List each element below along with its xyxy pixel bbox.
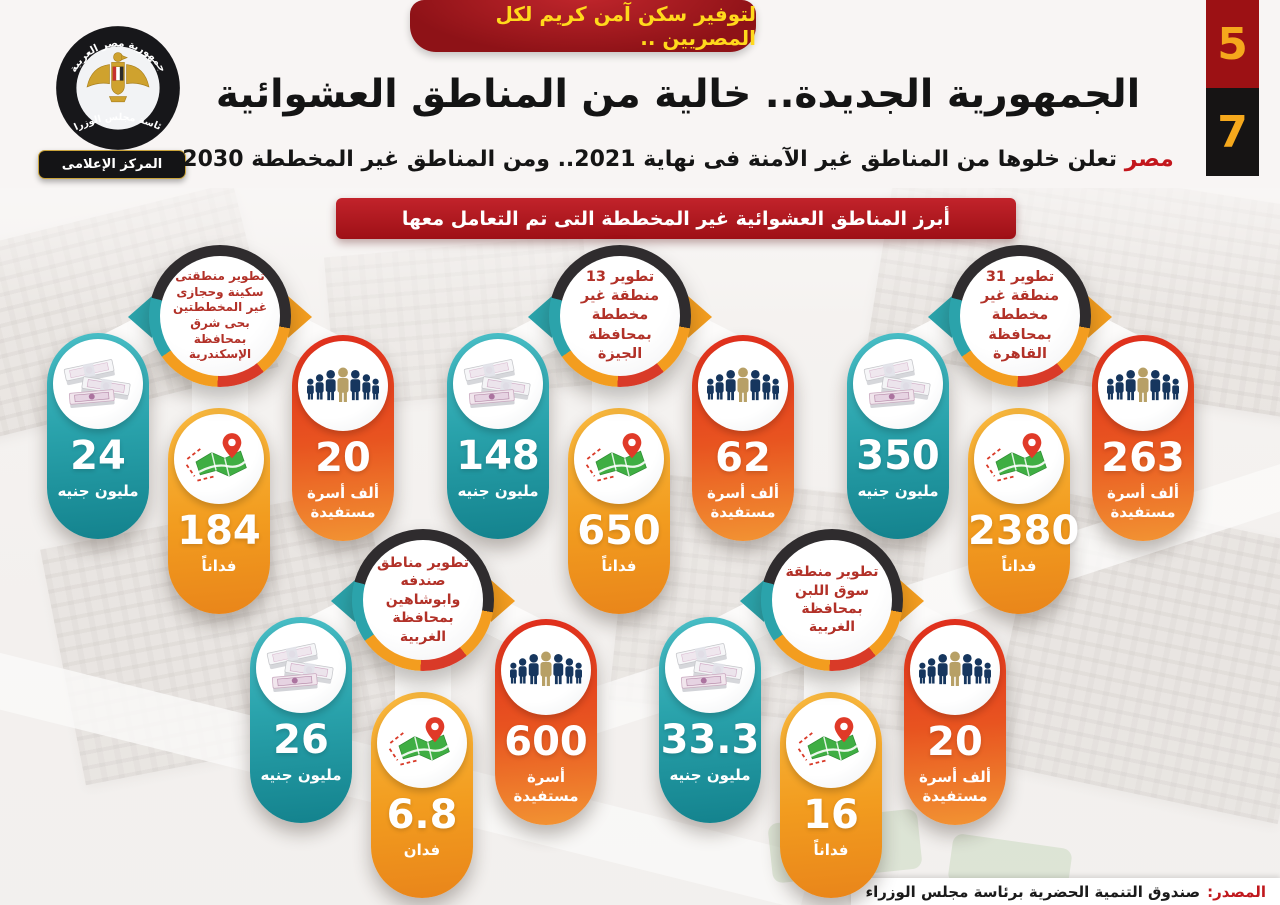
area-unit: فدان <box>403 841 441 859</box>
family-icon <box>703 365 783 407</box>
families-value: 20 <box>927 719 983 765</box>
hub-label: تطوير 13 منطقة غير مخططة بمحافظة الجيزة <box>580 269 660 362</box>
cost-unit: مليون جنيه <box>457 482 539 500</box>
cost-value: 33.3 <box>660 717 760 763</box>
area-unit: فداناً <box>601 557 637 575</box>
area-pill: 16 فداناً <box>780 692 882 898</box>
families-pill: 20 ألف أسرة مستفيدة <box>292 335 394 541</box>
page-number-top: 5 <box>1206 0 1259 88</box>
subtitle-highlight: مصر <box>1124 147 1174 172</box>
hub-label: تطوير 31 منطقة غير مخططة بمحافظة القاهرة <box>980 269 1060 362</box>
hub-label: تطوير منطقة سوق اللبن بمحافظة الغربية <box>785 564 879 636</box>
source-bar: المصدر: صندوق التنمية الحضرية برئاسة مجل… <box>851 878 1280 905</box>
area-unit: فداناً <box>813 841 849 859</box>
hub-label: تطوير مناطق صندفه وابوشاهين بمحافظة الغر… <box>377 554 469 645</box>
families-pill: 62 ألف أسرة مستفيدة <box>692 335 794 541</box>
families-value: 20 <box>315 435 371 481</box>
families-pill: 263 ألف أسرة مستفيدة <box>1092 335 1194 541</box>
families-unit: ألف أسرة مستفيدة <box>919 768 991 805</box>
area-value: 6.8 <box>386 792 458 838</box>
map-pin-icon <box>983 428 1055 490</box>
families-unit: ألف أسرة مستفيدة <box>307 484 379 521</box>
eagle-shield-icon <box>112 66 124 81</box>
families-value: 263 <box>1101 435 1185 481</box>
cost-pill: 350 مليون جنيه <box>847 333 949 539</box>
page-number-bottom: 7 <box>1206 88 1259 176</box>
hub-circle: تطوير 13 منطقة غير مخططة بمحافظة الجيزة <box>549 245 691 387</box>
families-unit: ألف أسرة مستفيدة <box>707 484 779 521</box>
cost-value: 24 <box>70 433 126 479</box>
area-unit: فداناً <box>201 557 237 575</box>
area-pill: 2380 فداناً <box>968 408 1080 614</box>
page-number-strip: 5 7 <box>1206 0 1259 176</box>
top-banner: لتوفير سكن آمن كريم لكل المصريين .. <box>410 0 756 52</box>
section-header-bar: أبرز المناطق العشوائية غير المخططة التى … <box>336 198 1016 239</box>
families-pill: 20 ألف أسرة مستفيدة <box>904 619 1006 825</box>
family-icon <box>1103 365 1183 407</box>
hub-label: تطوير منطقتى سكينة وحجازى غير المخططتين … <box>172 269 268 362</box>
hub-circle: تطوير منطقة سوق اللبن بمحافظة الغربية <box>761 529 903 671</box>
family-icon <box>915 649 995 691</box>
hub-circle: تطوير منطقتى سكينة وحجازى غير المخططتين … <box>149 245 291 387</box>
eagle-emblem-icon: جمهورية مصر العربية رئاسة مجلس الوزراء <box>54 24 180 150</box>
cost-value: 148 <box>456 433 540 479</box>
money-icon <box>861 357 935 411</box>
page-title: الجمهورية الجديدة.. خالية من المناطق الع… <box>215 72 1141 117</box>
hub-circle: تطوير مناطق صندفه وابوشاهين بمحافظة الغر… <box>352 529 494 671</box>
cost-pill: 33.3 مليون جنيه <box>659 617 761 823</box>
area-value: 2380 <box>968 508 1080 554</box>
page-subtitle: مصر تعلن خلوها من المناطق غير الآمنة فى … <box>150 147 1206 172</box>
cost-unit: مليون جنيه <box>857 482 939 500</box>
money-icon <box>264 641 338 695</box>
map-pin-icon <box>183 428 255 490</box>
money-icon <box>673 641 747 695</box>
area-pill: 6.8 فدان <box>371 692 473 898</box>
top-banner-text: لتوفير سكن آمن كريم لكل المصريين .. <box>495 2 756 50</box>
map-pin-icon <box>583 428 655 490</box>
families-value: 600 <box>504 719 588 765</box>
cost-unit: مليون جنيه <box>57 482 139 500</box>
family-icon <box>303 365 383 407</box>
cost-value: 350 <box>856 433 940 479</box>
golden-eagle-icon <box>86 52 150 103</box>
hub-circle: تطوير 31 منطقة غير مخططة بمحافظة القاهرة <box>949 245 1091 387</box>
money-icon <box>461 357 535 411</box>
section-header-text: أبرز المناطق العشوائية غير المخططة التى … <box>401 207 951 230</box>
cost-pill: 26 مليون جنيه <box>250 617 352 823</box>
cost-unit: مليون جنيه <box>260 766 342 784</box>
area-unit: فداناً <box>1001 557 1037 575</box>
source-text: صندوق التنمية الحضرية برئاسة مجلس الوزرا… <box>865 882 1201 901</box>
subtitle-rest: تعلن خلوها من المناطق غير الآمنة فى نهاي… <box>182 147 1118 172</box>
source-label: المصدر: <box>1207 882 1266 901</box>
government-logo: جمهورية مصر العربية رئاسة مجلس الوزراء ا… <box>26 24 196 179</box>
logo-ribbon: المركز الإعلامى <box>38 150 186 179</box>
area-value: 16 <box>803 792 859 838</box>
families-unit: ألف أسرة مستفيدة <box>1107 484 1179 521</box>
cost-pill: 24 مليون جنيه <box>47 333 149 539</box>
area-pill: 184 فداناً <box>168 408 270 614</box>
families-unit: أسرة مستفيدة <box>513 768 579 805</box>
families-pill: 600 أسرة مستفيدة <box>495 619 597 825</box>
cost-unit: مليون جنيه <box>669 766 751 784</box>
map-pin-icon <box>795 712 867 774</box>
money-icon <box>61 357 135 411</box>
cost-value: 26 <box>273 717 329 763</box>
area-value: 650 <box>577 508 661 554</box>
area-pill: 650 فداناً <box>568 408 670 614</box>
map-pin-icon <box>386 712 458 774</box>
logo-ribbon-text: المركز الإعلامى <box>61 157 163 172</box>
cost-pill: 148 مليون جنيه <box>447 333 549 539</box>
family-icon <box>506 649 586 691</box>
area-value: 184 <box>177 508 261 554</box>
families-value: 62 <box>715 435 771 481</box>
